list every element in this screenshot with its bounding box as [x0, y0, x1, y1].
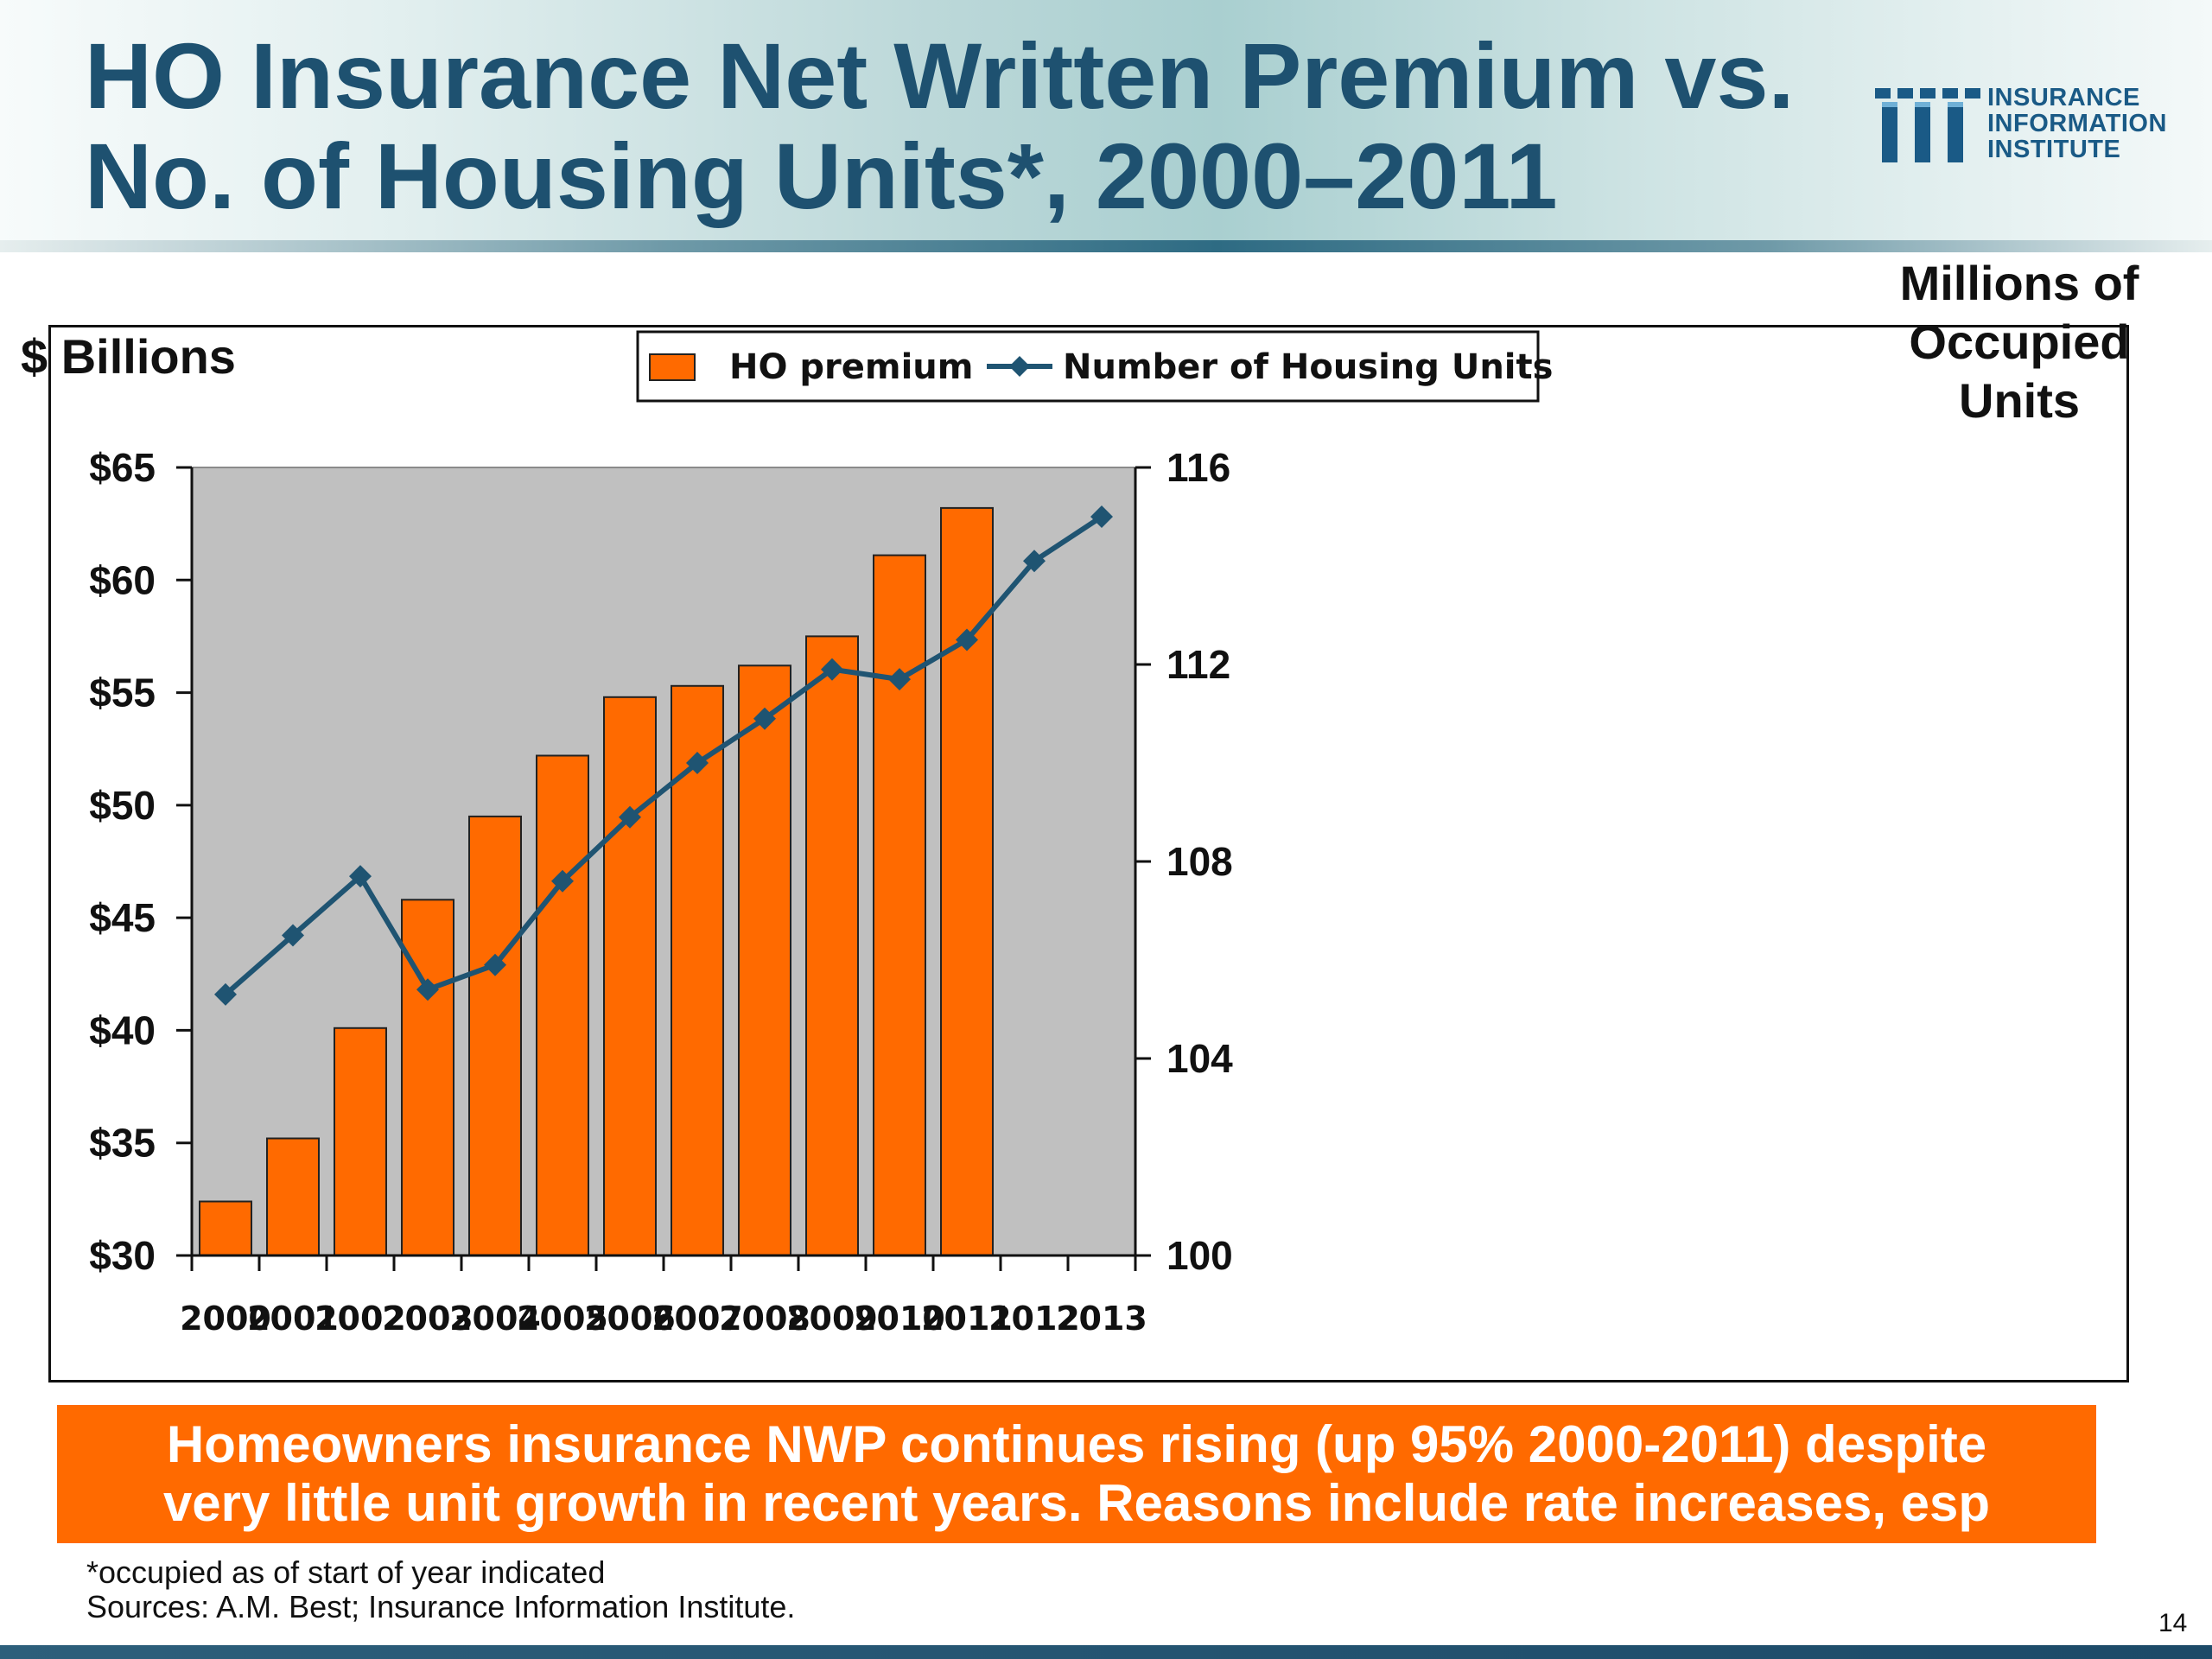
title-line-2: No. of Housing Units*, 2000–2011 [85, 124, 1558, 228]
logo-line-1: INSURANCE [1987, 84, 2140, 111]
left-tick-label: $30 [89, 1233, 156, 1278]
housing-units-marker-2006 [619, 805, 641, 829]
x-tick-label: 2004 [449, 1300, 541, 1338]
x-tick-label: 2007 [652, 1300, 743, 1338]
callout-line-2: very little unit growth in recent years.… [162, 1474, 1991, 1532]
housing-units-marker-2012 [1023, 550, 1046, 573]
bar-2010 [873, 554, 926, 1256]
x-tick-label: 2003 [382, 1300, 474, 1338]
iii-logo-icon [1875, 88, 1980, 162]
housing-units-marker-2000 [214, 982, 237, 1006]
housing-units-marker-2001 [282, 924, 304, 947]
bar-2008 [738, 664, 791, 1256]
logo-text: INSURANCE INFORMATION INSTITUTE [1987, 85, 2167, 162]
x-tick-label: 2013 [1056, 1300, 1147, 1338]
right-axis-title-line-2: Occupied [1909, 315, 2130, 369]
callout-banner: Homeowners insurance NWP continues risin… [57, 1405, 2096, 1543]
housing-units-marker-2002 [349, 865, 372, 888]
x-tick-label: 2001 [247, 1300, 339, 1338]
housing-units-marker-2005 [551, 869, 574, 893]
x-tick-label: 2011 [921, 1300, 1013, 1338]
bar-2004 [468, 815, 522, 1257]
x-tick-label: 2002 [315, 1300, 406, 1338]
housing-units-marker-2007 [686, 752, 709, 774]
right-axis-title-line-1: Millions of [1899, 256, 2139, 310]
page-number: 14 [2158, 1609, 2188, 1637]
legend-bar-swatch [649, 353, 696, 381]
footnote-text: *occupied as of start of year indicated [86, 1554, 606, 1590]
legend-label-housing-units: Number of Housing Units [1063, 347, 1553, 387]
bar-2006 [603, 696, 657, 1256]
bar-2009 [805, 635, 859, 1256]
bar-2005 [536, 754, 589, 1256]
left-tick-label: $50 [89, 783, 156, 828]
chart-legend: HO premium Number of Housing Units [636, 330, 1553, 403]
housing-units-marker-2008 [753, 707, 776, 730]
housing-units-marker-2011 [956, 628, 978, 652]
x-tick-label: 2008 [719, 1300, 810, 1338]
plot-area [191, 467, 1136, 1256]
sources-text: Sources: A.M. Best; Insurance Informatio… [86, 1589, 796, 1624]
x-tick-label: 2006 [584, 1300, 676, 1338]
left-tick-label: $35 [89, 1121, 156, 1166]
right-tick-label: 108 [1166, 839, 1233, 884]
housing-units-marker-2003 [416, 978, 439, 1001]
housing-units-marker-2010 [888, 668, 911, 691]
x-tick-label: 2010 [854, 1300, 945, 1338]
housing-units-marker-2009 [821, 658, 843, 681]
callout-line-1: Homeowners insurance NWP continues risin… [166, 1415, 1987, 1473]
bar-2002 [334, 1027, 387, 1257]
x-tick-label: 2000 [180, 1300, 271, 1338]
footnote: *occupied as of start of year indicated … [86, 1555, 795, 1624]
right-axis-title-line-3: Units [1959, 373, 2080, 428]
x-tick-label: 2012 [988, 1300, 1080, 1338]
left-tick-label: $60 [89, 557, 156, 602]
right-tick-label: 104 [1166, 1036, 1233, 1081]
right-tick-label: 112 [1166, 642, 1230, 687]
legend-marker [1009, 356, 1030, 377]
bar-2001 [266, 1137, 320, 1256]
header-divider [0, 240, 2212, 252]
legend-label-ho-premium: HO premium [729, 347, 973, 387]
slide-header [0, 0, 2212, 251]
left-tick-label: $45 [89, 895, 156, 940]
right-tick-label: 116 [1166, 445, 1230, 490]
x-tick-label: 2009 [786, 1300, 878, 1338]
bar-2007 [671, 684, 724, 1256]
housing-units-marker-2004 [484, 953, 506, 976]
bar-2003 [401, 899, 454, 1257]
left-axis-title: $ Billions [21, 329, 236, 384]
logo-line-3: INSTITUTE [1987, 136, 2121, 163]
right-axis-title: Millions of Occupied Units [1858, 254, 2181, 430]
right-tick-label: 100 [1166, 1233, 1233, 1278]
legend-box [636, 330, 1540, 403]
slide-title: HO Insurance Net Written Premium vs. No.… [85, 26, 1813, 226]
left-tick-label: $65 [89, 445, 156, 490]
bottom-bar [0, 1645, 2212, 1659]
left-tick-label: $40 [89, 1007, 156, 1052]
housing-units-line [224, 514, 1103, 997]
left-tick-label: $55 [89, 671, 156, 715]
title-line-1: HO Insurance Net Written Premium vs. [85, 23, 1795, 128]
x-tick-label: 2005 [517, 1300, 608, 1338]
bar-2000 [199, 1200, 252, 1256]
housing-units-marker-2013 [1090, 505, 1113, 528]
logo-line-2: INFORMATION [1987, 110, 2167, 137]
